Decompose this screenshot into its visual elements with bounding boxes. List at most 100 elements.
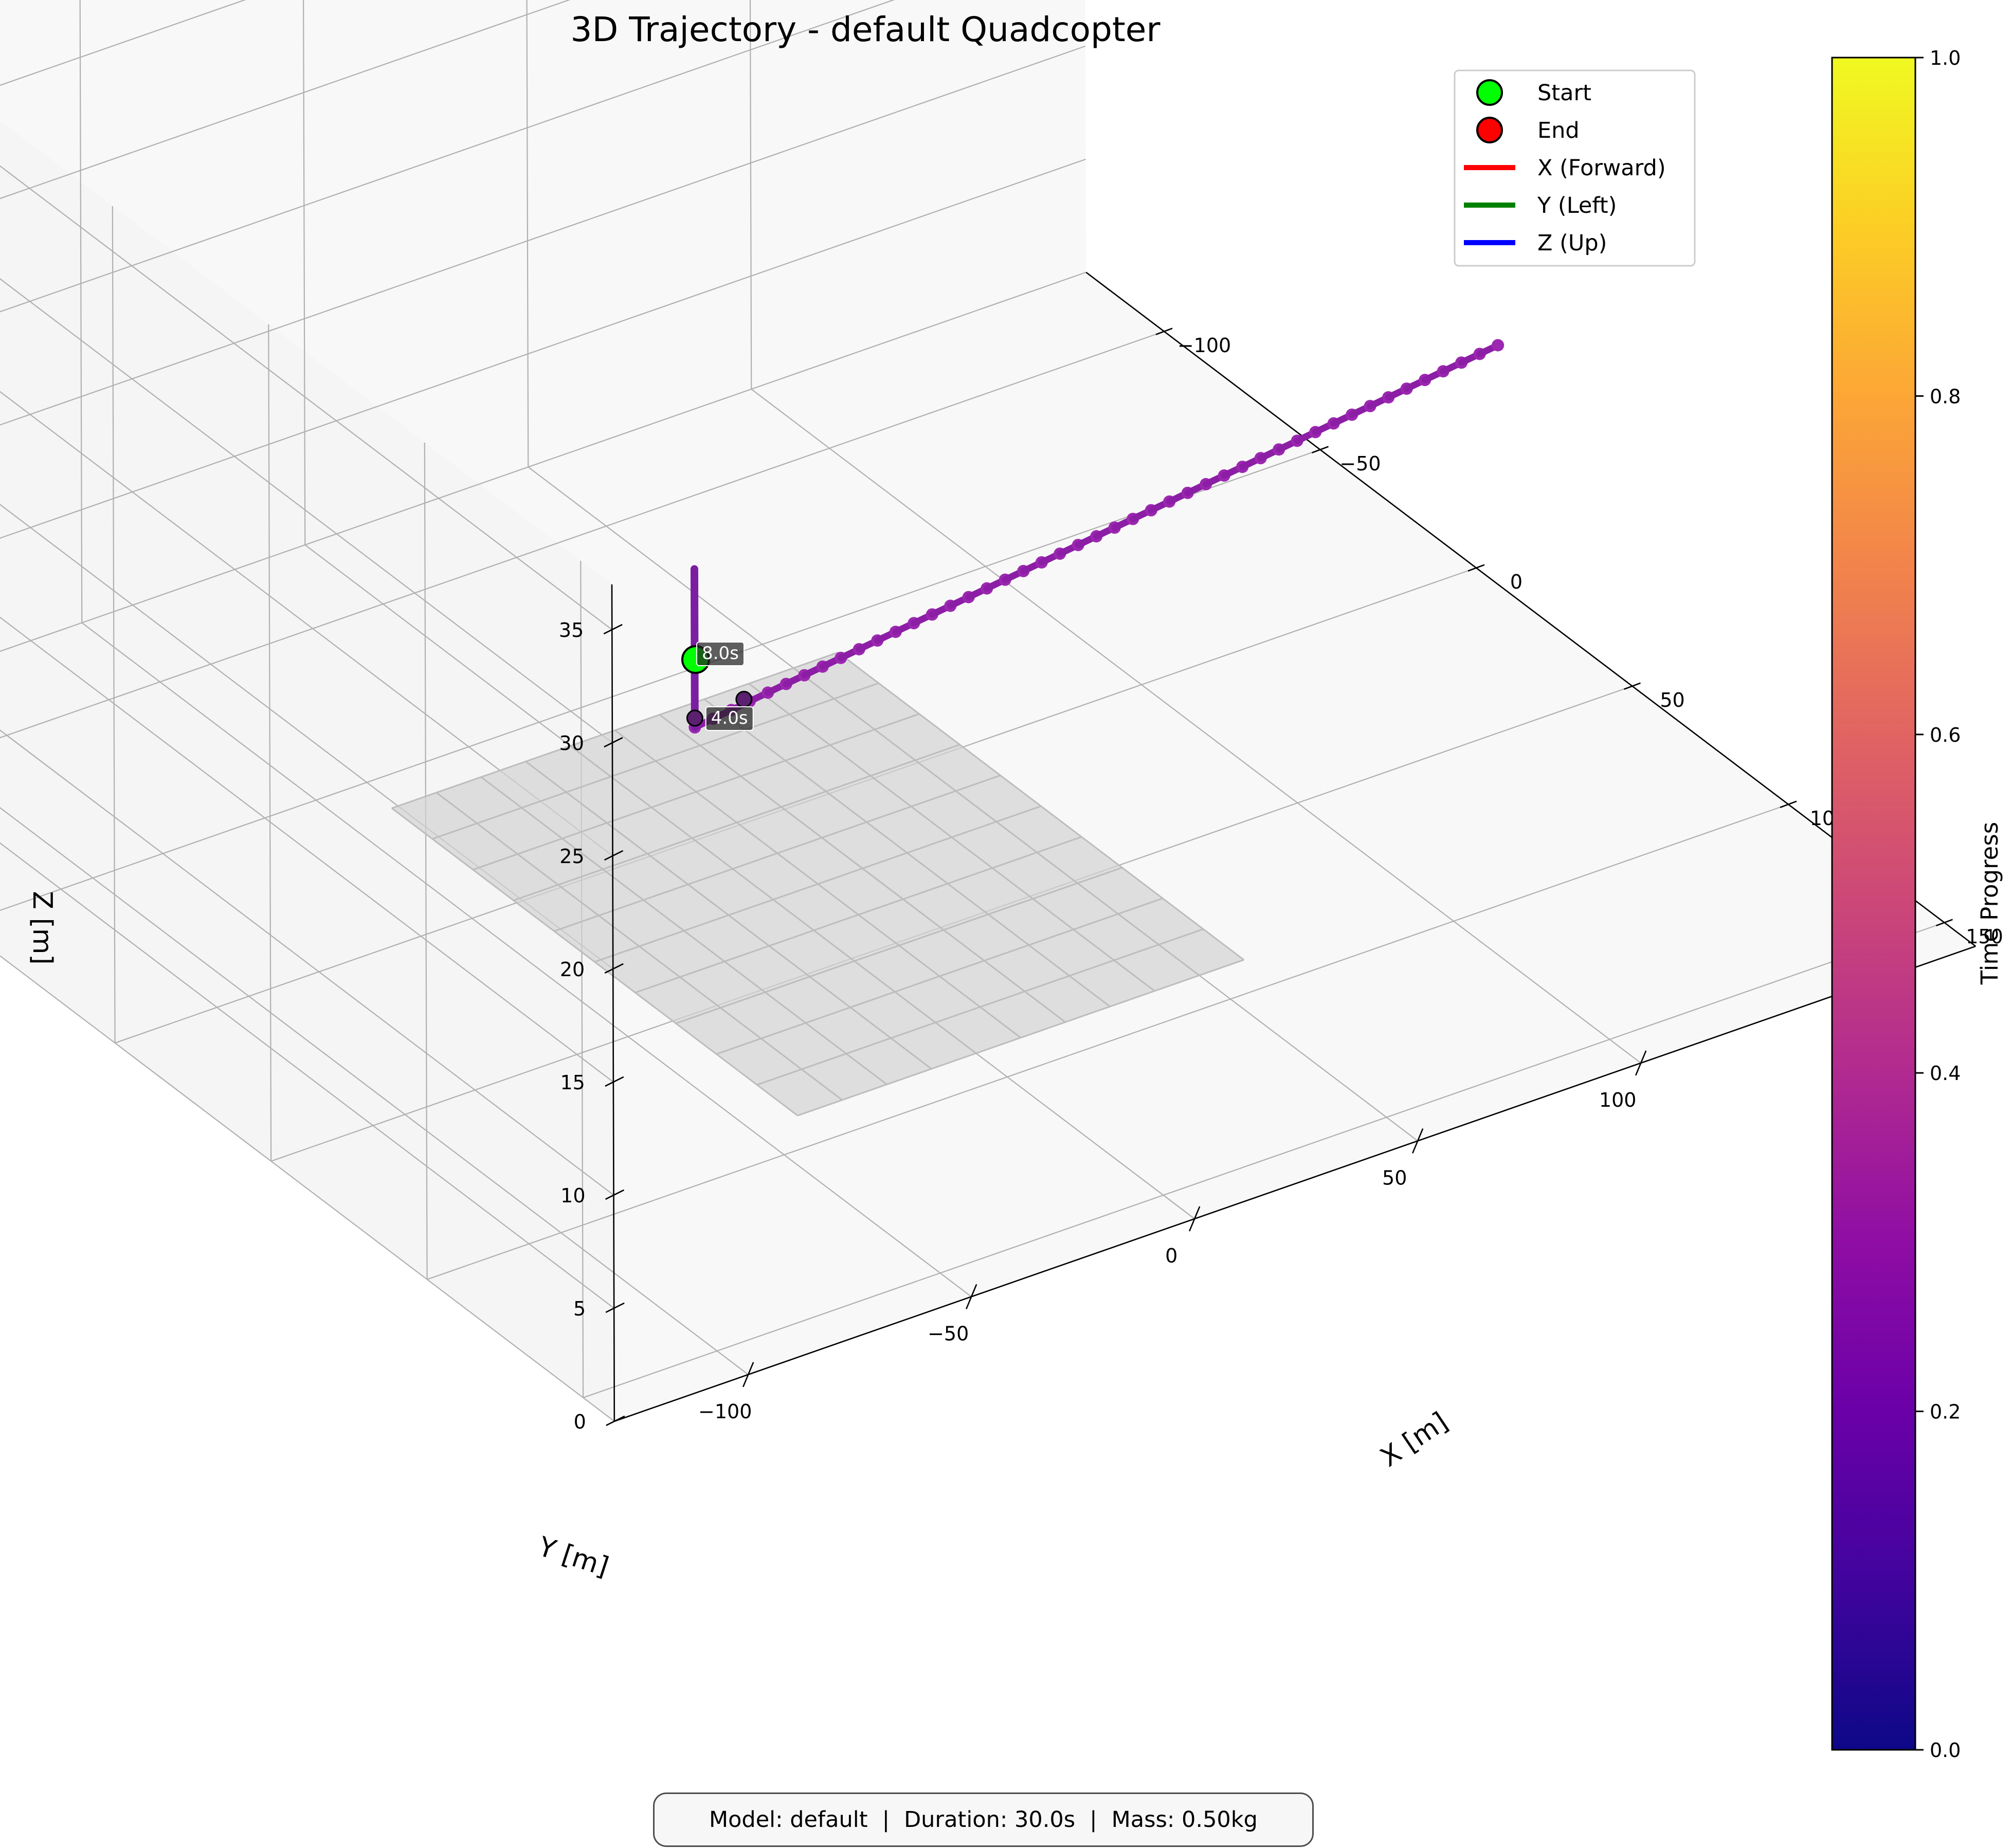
x-tick-label: −50 [1339, 452, 1381, 475]
gridline [81, 622, 972, 1297]
colorbar-tick-label: 0.4 [1930, 1062, 1961, 1085]
gridline [303, 0, 306, 545]
legend: Start End X (Forward) Y (Left) Z (Up) [1454, 69, 1696, 267]
gridline [580, 560, 584, 1398]
colorbar: 0.0 0.2 0.4 0.6 0.8 1.0 Time Progress [1831, 47, 2003, 1762]
gridline [0, 45, 1086, 426]
ground-mesh-line [391, 808, 799, 1117]
z-tick-mark [605, 1302, 625, 1313]
colorbar-tick-label: 0.0 [1930, 1739, 1961, 1762]
colorbar-tick-label: 0.8 [1930, 385, 1961, 408]
y-tick-label: −100 [698, 1400, 752, 1423]
y-axis-label: Y [m] [534, 1531, 612, 1582]
gridline [0, 165, 612, 630]
gridline [0, 331, 1165, 739]
legend-label: Z (Up) [1537, 230, 1607, 256]
z-tick-mark [603, 624, 623, 635]
time-annotation-label: 4.0s [711, 708, 748, 728]
ground-mesh-line [838, 652, 1245, 961]
ground-mesh-line [703, 698, 1111, 1008]
z-tick-label: 30 [559, 732, 584, 755]
z-tick-mark [605, 1076, 624, 1087]
ground-mesh-line [570, 745, 977, 1054]
gridline [0, 391, 613, 856]
ground-mesh-line [614, 729, 1022, 1038]
legend-label: X (Forward) [1537, 155, 1666, 181]
z-axis-label: Z [m] [27, 891, 58, 964]
y-tick-mark [742, 1362, 754, 1387]
info-mass: Mass: 0.50kg [1111, 1807, 1258, 1833]
legend-swatch [1476, 79, 1503, 106]
gridline [112, 206, 116, 1043]
legend-label: Y (Left) [1537, 193, 1617, 218]
colorbar-gradient [1831, 57, 1916, 1751]
legend-label: End [1537, 118, 1580, 143]
z-tick-label: 10 [560, 1184, 585, 1207]
axis-lines [611, 271, 1976, 1422]
x-tick-label: −100 [1177, 334, 1231, 357]
chart-title: 3D Trajectory - default Quadcopter [571, 10, 1161, 49]
y-tick-label: 0 [1165, 1245, 1177, 1267]
legend-label: Start [1537, 80, 1591, 106]
info-separator: | [1090, 1807, 1097, 1833]
trajectory-marker [735, 690, 753, 708]
gridline [0, 807, 749, 1375]
trajectory-marker [686, 709, 703, 727]
gridline [0, 842, 614, 1309]
gridline [0, 0, 571, 199]
gridline [0, 955, 615, 1422]
x-tick-mark [1936, 919, 1953, 926]
z-tick-label: 20 [560, 958, 585, 981]
y-axis-line [614, 945, 1976, 1422]
colorbar-ticks: 0.0 0.2 0.4 0.6 0.8 1.0 [1915, 47, 1961, 1762]
colorbar-tick-label: 0.2 [1930, 1401, 1961, 1423]
gridline [0, 0, 895, 313]
ground-mesh-line [797, 959, 1244, 1117]
time-annotations: 4.0s 8.0s [696, 642, 754, 731]
gridline [526, 0, 529, 467]
legend-swatch [1476, 117, 1503, 143]
gridline [79, 0, 83, 623]
z-tick-label: 5 [573, 1297, 586, 1320]
y-tick-mark [1188, 1206, 1201, 1232]
y-tick-mark [1635, 1050, 1647, 1076]
time-annotation-box [705, 706, 754, 731]
colorbar-tick-label: 0.6 [1930, 724, 1961, 746]
gridline [268, 324, 272, 1161]
z-tick-mark [604, 963, 624, 974]
y-tick-label: −50 [928, 1323, 969, 1345]
time-annotation-label: 8.0s [702, 643, 739, 664]
y-tick-label: 50 [1382, 1167, 1407, 1190]
x-tick-label: 0 [1510, 571, 1522, 593]
back-pane-y [0, 121, 614, 1421]
legend-frame [1454, 69, 1696, 267]
z-tick-label: 15 [560, 1071, 585, 1094]
time-annotation-box [696, 642, 745, 666]
colorbar-tick-label: 1.0 [1930, 47, 1961, 69]
ground-plane [391, 651, 1245, 1117]
x-tick-mark [1624, 682, 1641, 690]
info-separator: | [882, 1807, 890, 1833]
y-tick-label: 100 [1599, 1089, 1637, 1111]
gridline [0, 271, 1086, 652]
z-tick-mark [604, 850, 624, 861]
ground-mesh-line [793, 667, 1200, 976]
gridline [424, 442, 428, 1279]
z-tick-label: 35 [559, 619, 584, 642]
ground-mesh-line [659, 714, 1066, 1023]
z-tick-label: 0 [574, 1411, 586, 1433]
ground-mesh-line [436, 792, 843, 1101]
x-tick-mark [1155, 327, 1173, 335]
gridline [0, 616, 614, 1083]
gridline [749, 0, 752, 390]
gridline [583, 922, 1945, 1398]
x-tick-label: 150 [1966, 925, 2003, 948]
z-tick-label: 25 [559, 845, 584, 868]
x-tick-mark [1312, 446, 1329, 453]
gridline [0, 729, 614, 1196]
ground-mesh-line [748, 683, 1155, 992]
y-tick-mark [1411, 1128, 1424, 1154]
axes-grid [0, 0, 1945, 1422]
y-tick-mark [965, 1284, 977, 1309]
